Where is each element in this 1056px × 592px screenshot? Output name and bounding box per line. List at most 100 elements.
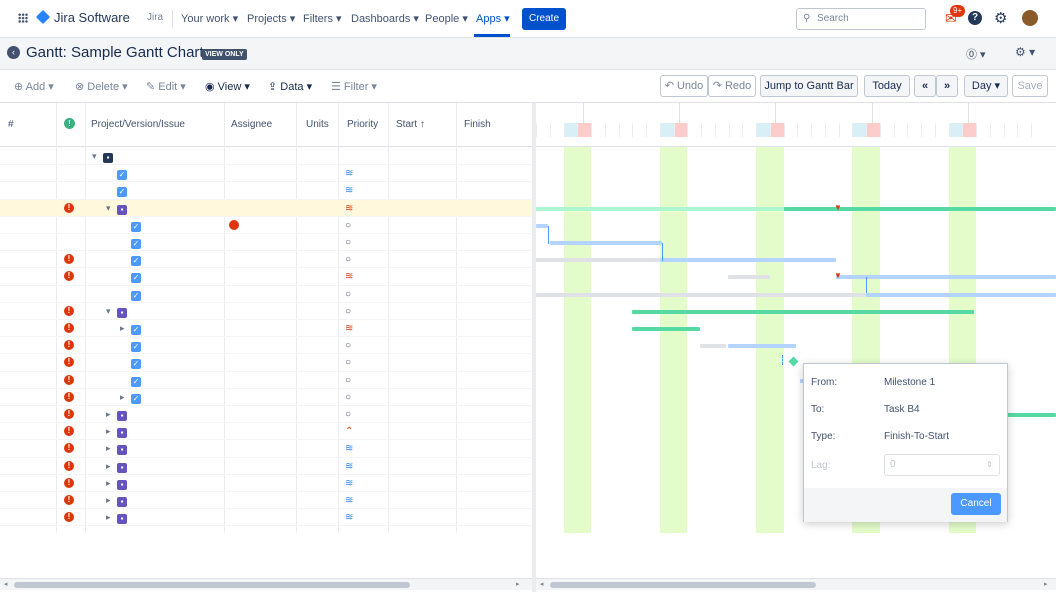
help-icon[interactable]: ?: [968, 11, 982, 25]
col-header-status-icon[interactable]: !: [64, 118, 75, 129]
priority[interactable]: ≋: [345, 478, 357, 489]
next-button[interactable]: »: [936, 75, 958, 97]
nav-dashboards[interactable]: Dashboards ▾: [351, 13, 419, 25]
col-header-finish[interactable]: Finish: [464, 119, 491, 130]
assignee[interactable]: [229, 219, 242, 232]
table-row[interactable]: ✓ ≋: [0, 182, 532, 200]
table-row[interactable]: ! ✓ ○: [0, 337, 532, 355]
table-row[interactable]: ! ✓ ○: [0, 354, 532, 372]
issue-name[interactable]: ✓: [117, 168, 131, 181]
today-button[interactable]: Today: [864, 75, 910, 97]
issue-name[interactable]: ✓: [131, 323, 145, 335]
search-input[interactable]: ⚲ Search: [796, 8, 926, 30]
issue-name[interactable]: ▪: [117, 443, 131, 456]
priority[interactable]: ○: [345, 306, 355, 317]
priority[interactable]: ○: [345, 409, 355, 420]
issue-name[interactable]: ✓: [131, 392, 145, 404]
issue-name[interactable]: ▪: [117, 512, 131, 525]
task-a3-baseline[interactable]: [536, 258, 660, 263]
edit-button[interactable]: ✎ Edit ▾: [146, 81, 186, 93]
table-row[interactable]: ! ✓ ○: [0, 372, 532, 389]
help-menu-icon[interactable]: ⓪ ▾: [966, 49, 986, 61]
issue-name[interactable]: ✓: [131, 375, 145, 387]
table-row[interactable]: ! ▸ ▪ ○: [0, 406, 532, 424]
expand-toggle-icon[interactable]: ▸: [106, 443, 111, 454]
table-row[interactable]: ! ▸ ▪ ≋: [0, 492, 532, 510]
expand-toggle-icon[interactable]: ▸: [106, 512, 111, 523]
task-a4-bar[interactable]: [866, 292, 1056, 297]
priority[interactable]: ○: [345, 289, 355, 300]
notifications-icon[interactable]: ✉: [945, 10, 957, 26]
nav-people[interactable]: People ▾: [425, 13, 468, 25]
priority[interactable]: ≋: [345, 185, 357, 196]
prev-button[interactable]: «: [914, 75, 936, 97]
milestone-diamond[interactable]: [788, 356, 799, 367]
table-row[interactable]: ! ▸ ✓ ○: [0, 389, 532, 406]
expand-toggle-icon[interactable]: ▾: [106, 202, 111, 213]
table-row[interactable]: ! ▸ ▪ ⌃: [0, 423, 532, 441]
cancel-button[interactable]: Cancel: [951, 493, 1001, 515]
priority[interactable]: ≋: [345, 443, 357, 454]
priority[interactable]: ≋: [345, 168, 357, 179]
lag-input[interactable]: 0 ⇕: [884, 454, 1000, 476]
nav-projects[interactable]: Projects ▾: [247, 13, 296, 25]
redo-button[interactable]: ↷ Redo: [708, 75, 756, 97]
task-a5-bar[interactable]: [836, 275, 1056, 280]
app-name[interactable]: Jira Software: [54, 10, 130, 25]
table-row[interactable]: ! ▸ ✓ ≋: [0, 320, 532, 338]
col-header-assignee[interactable]: Assignee: [231, 119, 273, 130]
table-row[interactable]: ! ▸ ▪ ≋: [0, 458, 532, 475]
table-row[interactable]: ! ✓ ○: [0, 251, 532, 269]
gantt-scrollbar[interactable]: ◂ ▸: [536, 578, 1056, 590]
priority[interactable]: ○: [345, 237, 355, 248]
project-c-bar[interactable]: [1004, 413, 1056, 417]
create-button[interactable]: Create: [522, 8, 566, 30]
project-a-bar[interactable]: [784, 206, 1056, 211]
task-b2-baseline[interactable]: [700, 344, 726, 349]
scroll-right-icon[interactable]: ▸: [516, 581, 520, 588]
nav-your-work[interactable]: Your work ▾: [181, 13, 239, 25]
priority[interactable]: ○: [345, 220, 355, 231]
table-row[interactable]: ▾ ▪: [0, 148, 532, 166]
expand-toggle-icon[interactable]: ▸: [106, 460, 111, 471]
table-row[interactable]: ✓ ○: [0, 234, 532, 252]
undo-button[interactable]: ↶ Undo: [660, 75, 708, 97]
nav-filters[interactable]: Filters ▾: [303, 13, 342, 25]
gantt-settings-icon[interactable]: ⚙ ▾: [1015, 45, 1036, 59]
task-a5-baseline[interactable]: [728, 275, 770, 280]
filter-button[interactable]: ☰ Filter ▾: [331, 81, 377, 93]
grid-scrollbar[interactable]: ◂ ▸: [0, 578, 532, 590]
issue-name[interactable]: ✓: [131, 289, 145, 301]
table-row[interactable]: ! ✓ ≋: [0, 268, 532, 286]
issue-name[interactable]: ▪: [117, 478, 131, 490]
lag-stepper-icon[interactable]: ⇕: [986, 460, 993, 469]
issue-name[interactable]: ▪: [117, 495, 131, 507]
task-a1-bar[interactable]: [536, 223, 548, 228]
issue-name[interactable]: ✓: [131, 340, 145, 353]
priority[interactable]: ≋: [345, 461, 357, 472]
task-b1-bar[interactable]: [632, 327, 700, 331]
expand-toggle-icon[interactable]: ▸: [106, 495, 111, 505]
save-button[interactable]: Save: [1012, 75, 1048, 97]
scroll-left-icon[interactable]: ◂: [4, 581, 8, 588]
table-row[interactable]: ! ▸ ▪ ≋: [0, 509, 532, 527]
task-a3-bar[interactable]: [660, 258, 810, 263]
project-a-bar[interactable]: [536, 206, 786, 211]
table-row[interactable]: ✓ ○: [0, 217, 532, 234]
issue-name[interactable]: ▪: [117, 409, 131, 421]
col-header-priority[interactable]: Priority: [347, 119, 379, 130]
priority[interactable]: ≋: [345, 323, 357, 334]
expand-toggle-icon[interactable]: ▸: [106, 426, 111, 437]
table-row[interactable]: ✓ ○: [0, 286, 532, 303]
view-button[interactable]: ◉ View ▾: [205, 81, 250, 93]
expand-toggle-icon[interactable]: ▸: [106, 409, 111, 419]
priority[interactable]: ○: [345, 357, 355, 368]
task-b2-bar[interactable]: [728, 344, 796, 349]
priority[interactable]: ○: [345, 340, 355, 351]
task-a4-baseline[interactable]: [536, 292, 866, 297]
settings-gear-icon[interactable]: ⚙: [994, 10, 1008, 27]
expand-toggle-icon[interactable]: ▾: [106, 305, 111, 316]
col-header-units[interactable]: Units: [306, 119, 329, 130]
issue-name[interactable]: ✓: [131, 254, 145, 267]
table-row[interactable]: ! ▾ ▪ ○: [0, 303, 532, 320]
